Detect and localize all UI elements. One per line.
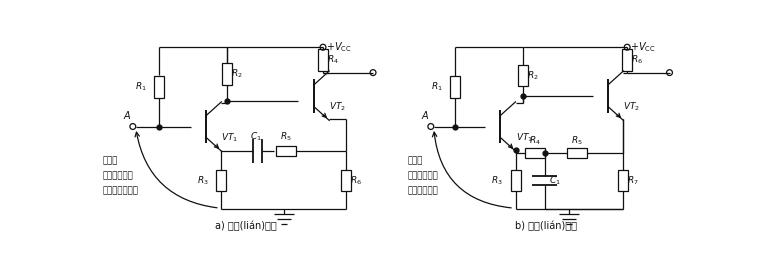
Text: $R_5$: $R_5$ — [280, 131, 292, 143]
Bar — [450, 76, 461, 98]
Text: $VT_2$: $VT_2$ — [329, 100, 346, 113]
Bar — [318, 49, 328, 71]
Text: 將輸入: 將輸入 — [102, 156, 118, 165]
Text: $R_5$: $R_5$ — [571, 134, 583, 147]
Text: $R_2$: $R_2$ — [527, 69, 539, 82]
Text: $R_3$: $R_3$ — [197, 174, 209, 187]
Bar — [622, 49, 632, 71]
Bar — [341, 170, 351, 191]
Text: $C_1$: $C_1$ — [550, 174, 561, 187]
Bar — [525, 148, 545, 158]
Text: 反饋信號存在: 反饋信號存在 — [407, 187, 439, 196]
Text: 反饋信號不存在: 反饋信號不存在 — [102, 187, 138, 196]
Bar — [154, 76, 164, 98]
Bar — [619, 170, 628, 191]
Bar — [276, 146, 296, 156]
Text: $R_7$: $R_7$ — [627, 174, 639, 187]
Text: 端與地短路，: 端與地短路， — [407, 171, 439, 180]
Text: $VT_1$: $VT_1$ — [515, 131, 533, 144]
Text: $VT_2$: $VT_2$ — [623, 100, 640, 113]
Text: $R_1$: $R_1$ — [432, 81, 443, 93]
Text: $R_6$: $R_6$ — [631, 54, 643, 66]
Text: $R_4$: $R_4$ — [529, 134, 540, 147]
Text: $VT_1$: $VT_1$ — [221, 131, 239, 144]
Bar — [511, 170, 521, 191]
Text: A: A — [123, 111, 130, 121]
Text: b) 串聯(lián)反饋: b) 串聯(lián)反饋 — [515, 221, 577, 231]
Text: 將輸入: 將輸入 — [407, 156, 423, 165]
Text: a) 并聯(lián)反饋: a) 并聯(lián)反饋 — [215, 221, 277, 231]
Text: $R_2$: $R_2$ — [231, 68, 242, 80]
Text: $R_3$: $R_3$ — [491, 174, 503, 187]
Text: $R_4$: $R_4$ — [327, 54, 339, 66]
Text: $+V_{\rm CC}$: $+V_{\rm CC}$ — [630, 40, 656, 54]
Text: A: A — [421, 111, 428, 121]
Bar — [518, 64, 528, 86]
Text: $R_1$: $R_1$ — [135, 81, 147, 93]
Text: $R_6$: $R_6$ — [350, 174, 362, 187]
Bar — [567, 148, 587, 158]
Text: $+V_{\rm CC}$: $+V_{\rm CC}$ — [326, 40, 352, 54]
Bar — [217, 170, 226, 191]
Bar — [222, 63, 231, 85]
Text: 端與地短路，: 端與地短路， — [102, 171, 134, 180]
Text: $C_1$: $C_1$ — [250, 131, 262, 143]
